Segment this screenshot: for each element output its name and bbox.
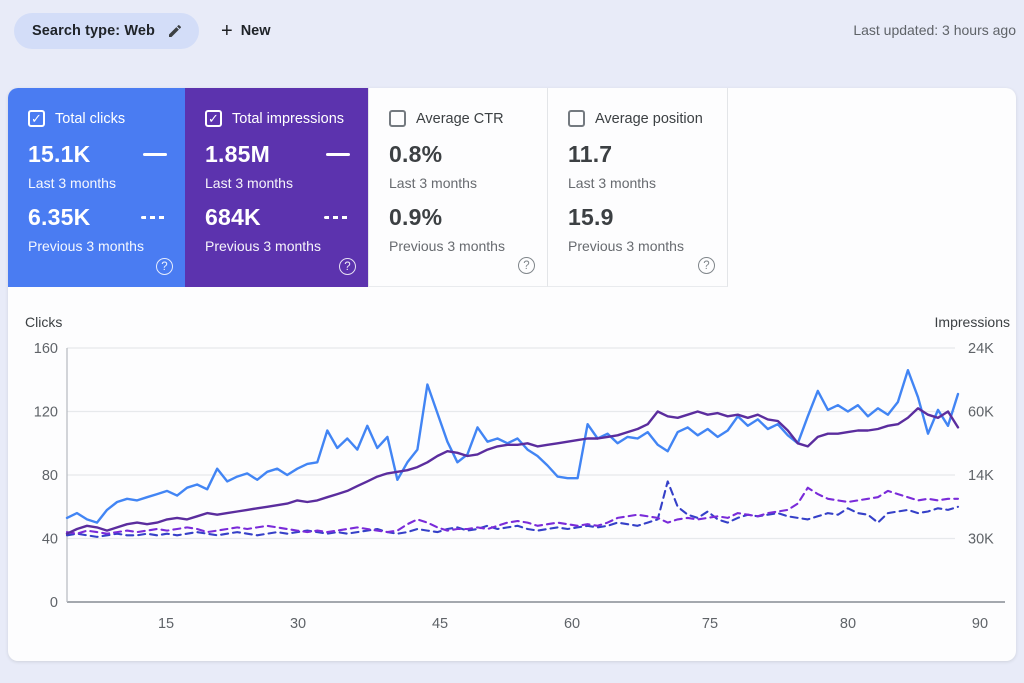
- search-type-label: Search type: Web: [32, 23, 156, 39]
- svg-text:24K: 24K: [968, 341, 994, 357]
- svg-text:75: 75: [702, 616, 718, 632]
- plus-icon: +: [221, 20, 233, 42]
- svg-text:Clicks: Clicks: [25, 314, 62, 330]
- performance-chart: Clicks Impressions 160 24K 120 60K 80 14K 40 30K 0…: [8, 287, 1016, 661]
- previous-period: Previous 3 months: [205, 238, 321, 254]
- last-updated-text: Last updated: 3 hours ago: [853, 22, 1016, 38]
- previous-value: 6.35K: [28, 204, 91, 230]
- current-value: 1.85M: [205, 141, 270, 167]
- card-label: Total clicks: [55, 110, 126, 127]
- svg-text:60K: 60K: [968, 405, 994, 421]
- svg-text:30: 30: [290, 616, 306, 632]
- solid-line-legend-icon: [143, 153, 167, 156]
- checkbox-unchecked-icon[interactable]: [389, 110, 406, 127]
- current-value: 15.1K: [28, 141, 91, 167]
- svg-text:45: 45: [432, 616, 448, 632]
- card-total-clicks[interactable]: ✓ Total clicks 15.1K Last 3 months 6.35K…: [8, 88, 185, 287]
- card-label: Average position: [595, 110, 703, 127]
- svg-text:40: 40: [42, 532, 58, 548]
- card-label: Average CTR: [416, 110, 504, 127]
- performance-chart-svg: Clicks Impressions 160 24K 120 60K 80 14K 40 30K 0…: [25, 314, 1010, 632]
- card-average-ctr[interactable]: Average CTR 0.8% Last 3 months 0.9% Prev…: [368, 88, 548, 287]
- card-average-position[interactable]: Average position 11.7 Last 3 months 15.9…: [548, 88, 728, 287]
- checkbox-unchecked-icon[interactable]: [568, 110, 585, 127]
- edit-pencil-icon[interactable]: [167, 23, 183, 39]
- svg-text:120: 120: [34, 405, 58, 421]
- new-button[interactable]: + New: [221, 21, 271, 41]
- previous-value: 684K: [205, 204, 261, 230]
- current-period: Last 3 months: [205, 175, 293, 191]
- solid-line-legend-icon: [326, 153, 350, 156]
- previous-period: Previous 3 months: [28, 238, 144, 254]
- svg-text:Impressions: Impressions: [935, 314, 1010, 330]
- help-icon[interactable]: ?: [156, 258, 173, 275]
- svg-text:80: 80: [840, 616, 856, 632]
- svg-text:80: 80: [42, 468, 58, 484]
- search-type-chip[interactable]: Search type: Web: [14, 13, 200, 49]
- dashed-line-legend-icon: [141, 216, 167, 219]
- help-icon[interactable]: ?: [339, 258, 356, 275]
- current-value: 0.8%: [389, 141, 443, 167]
- help-icon[interactable]: ?: [698, 257, 715, 274]
- svg-text:60: 60: [564, 616, 580, 632]
- svg-text:14K: 14K: [968, 468, 994, 484]
- previous-value: 0.9%: [389, 204, 443, 230]
- checkbox-checked-icon[interactable]: ✓: [205, 110, 222, 127]
- checkbox-checked-icon[interactable]: ✓: [28, 110, 45, 127]
- current-period: Last 3 months: [28, 175, 116, 191]
- metric-cards-row: ✓ Total clicks 15.1K Last 3 months 6.35K…: [8, 88, 1016, 287]
- performance-panel: ✓ Total clicks 15.1K Last 3 months 6.35K…: [8, 88, 1016, 661]
- svg-text:0: 0: [50, 595, 58, 611]
- svg-text:90: 90: [972, 616, 988, 632]
- card-total-impressions[interactable]: ✓ Total impressions 1.85M Last 3 months …: [185, 88, 368, 287]
- previous-value: 15.9: [568, 204, 614, 230]
- dashed-line-legend-icon: [324, 216, 350, 219]
- svg-text:15: 15: [158, 616, 174, 632]
- svg-text:30K: 30K: [968, 532, 994, 548]
- card-label: Total impressions: [232, 110, 345, 127]
- current-period: Last 3 months: [568, 175, 656, 191]
- previous-period: Previous 3 months: [389, 238, 505, 254]
- top-bar: Search type: Web + New Last updated: 3 h…: [0, 0, 1024, 62]
- svg-text:160: 160: [34, 341, 58, 357]
- help-icon[interactable]: ?: [518, 257, 535, 274]
- current-period: Last 3 months: [389, 175, 477, 191]
- new-button-label: New: [240, 23, 271, 39]
- previous-period: Previous 3 months: [568, 238, 684, 254]
- current-value: 11.7: [568, 141, 613, 167]
